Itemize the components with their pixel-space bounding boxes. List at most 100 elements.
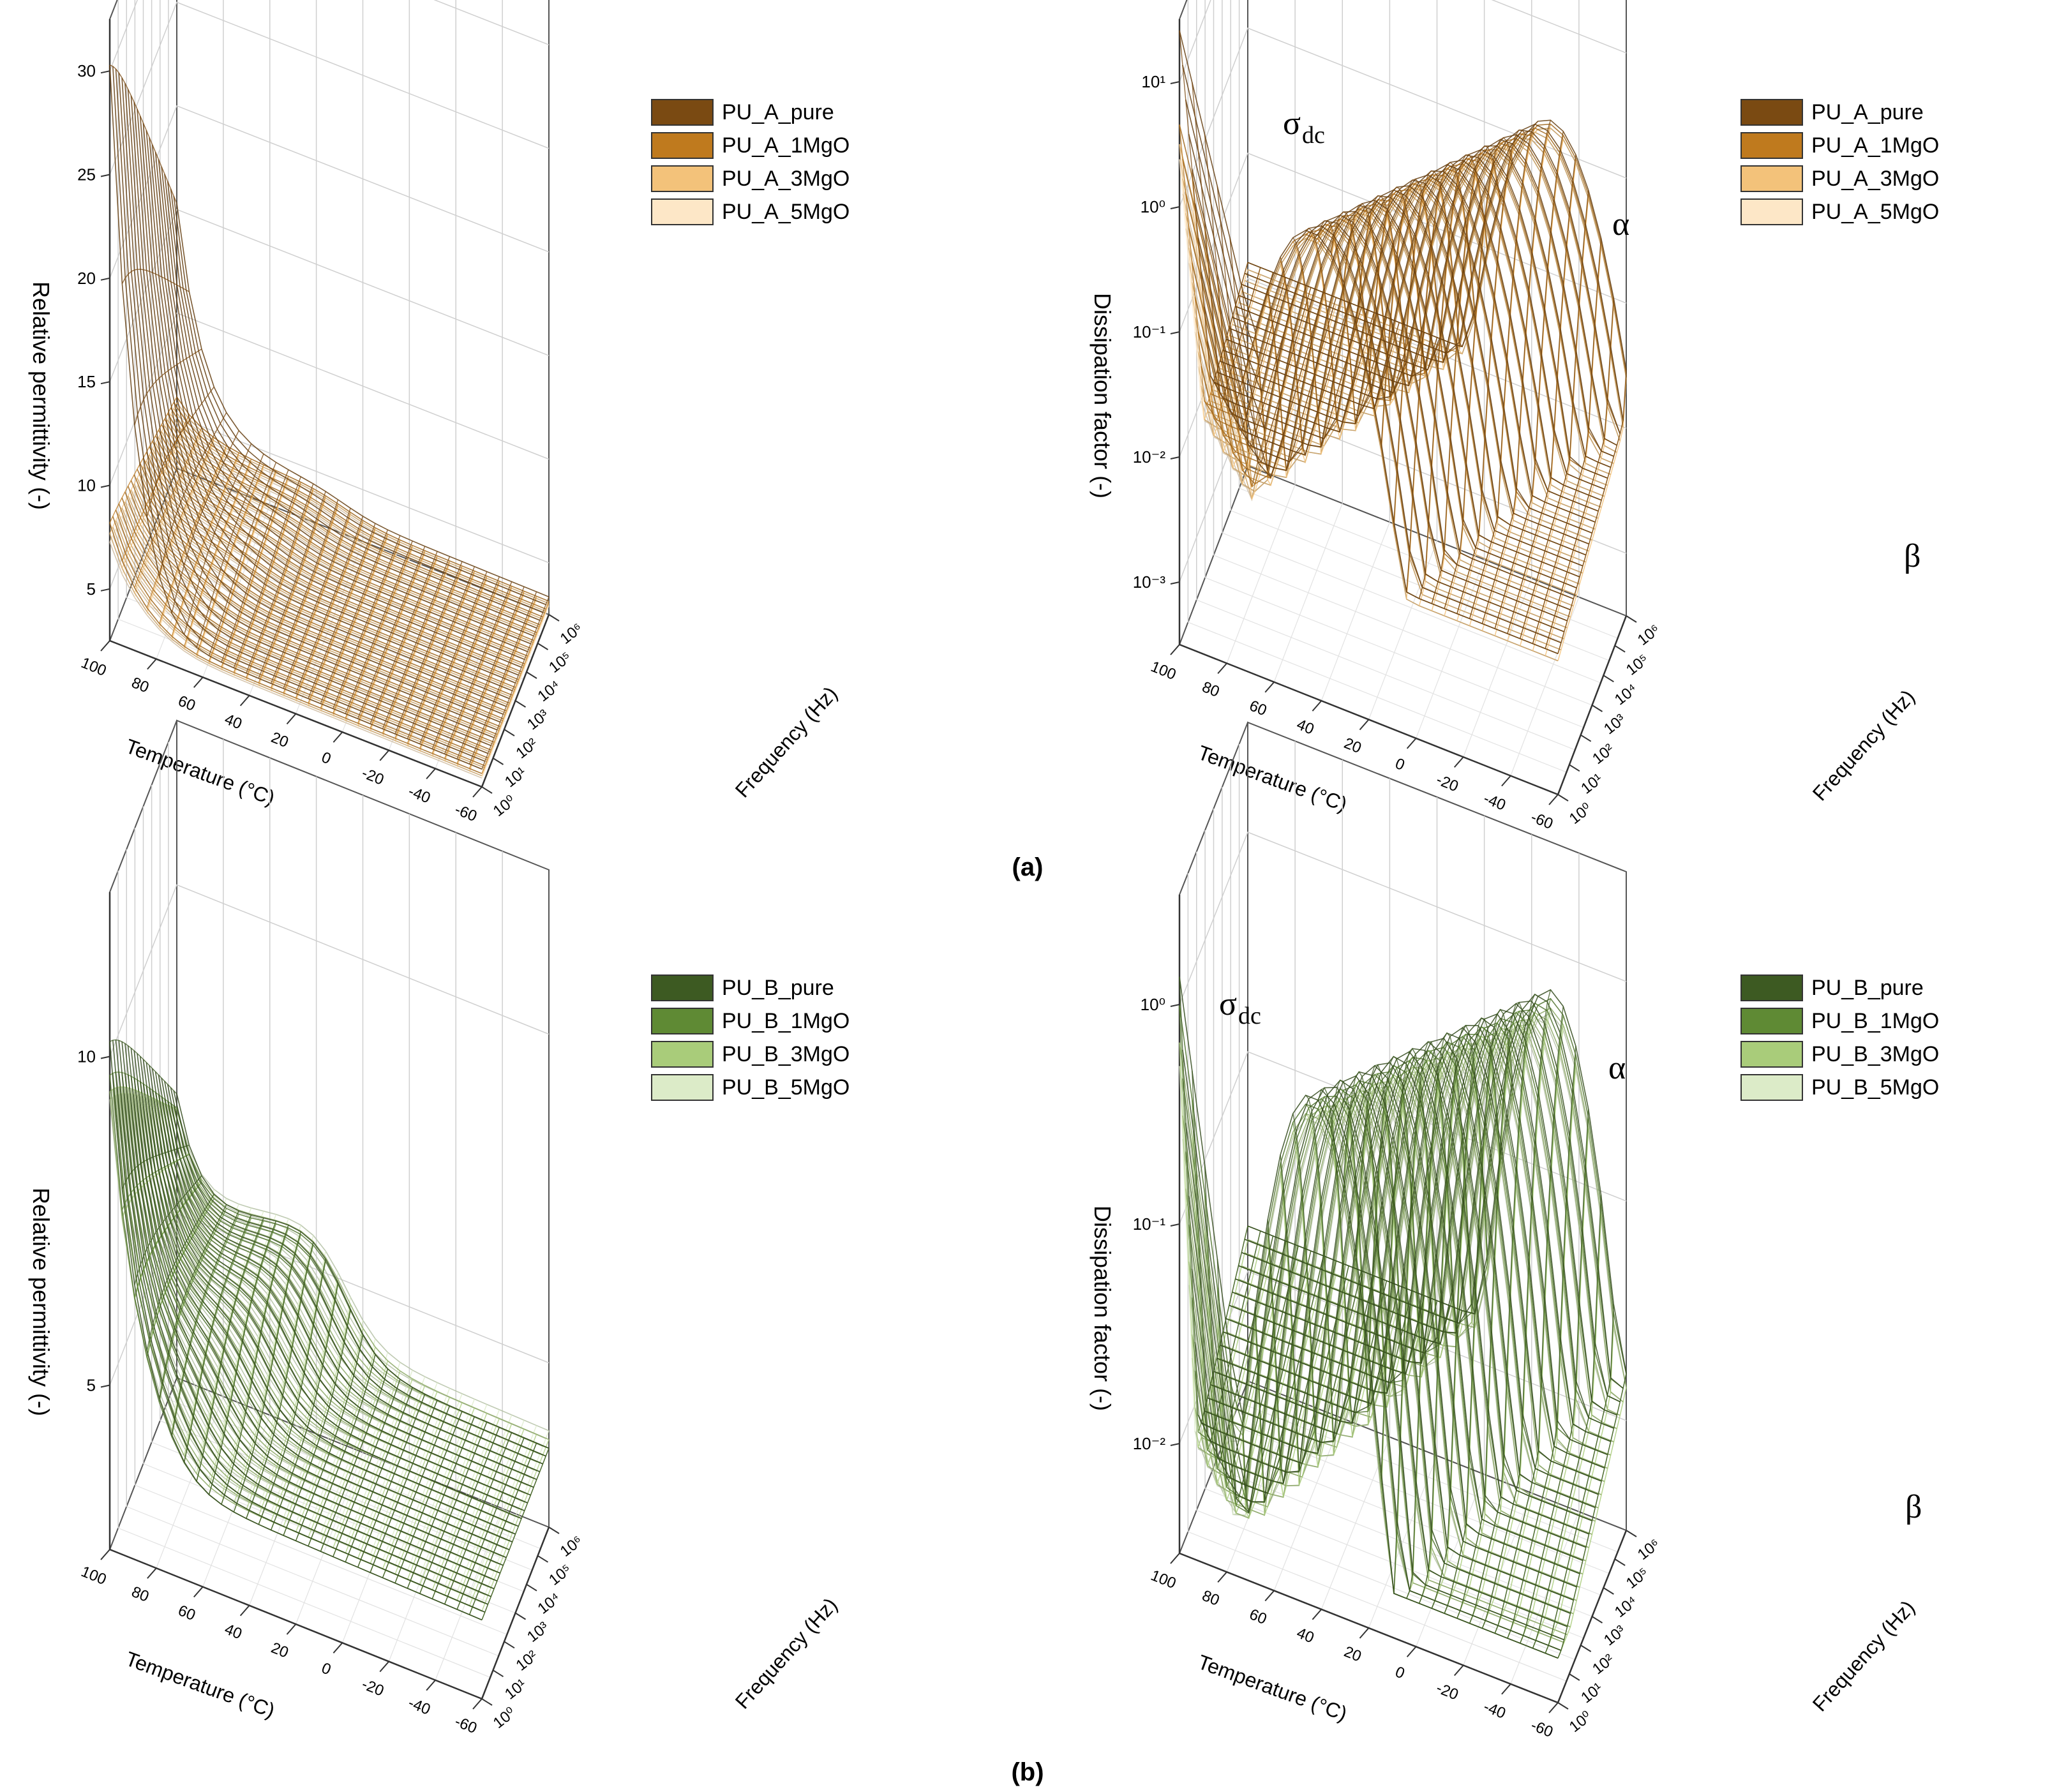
y-tick [1580, 734, 1592, 742]
x-tick [1548, 794, 1559, 805]
y-tick [1591, 1616, 1603, 1624]
legend: PU_A_pure PU_A_1MgO PU_A_3MgO PU_A_5MgO [651, 99, 850, 225]
surface-line [221, 481, 289, 672]
surface-line [333, 539, 401, 713]
surface-line [1557, 370, 1627, 654]
floor-gridline [1239, 1402, 1618, 1553]
surface-line [370, 551, 438, 724]
surface-line [394, 561, 463, 735]
legend-label: PU_A_3MgO [1811, 167, 1939, 191]
x-tick [239, 1605, 250, 1617]
z-tick [1170, 1004, 1180, 1007]
z-tick-label: 25 [77, 165, 96, 184]
surface-line [270, 1282, 339, 1530]
legend-swatch [651, 165, 714, 192]
surface-line [382, 556, 451, 729]
x-tick [1548, 1702, 1559, 1714]
y-tick [1603, 675, 1614, 683]
surface-PU_A_pure [109, 64, 550, 770]
y-tick [526, 671, 537, 679]
surface-line [1494, 131, 1564, 629]
z-tick-label: 10 [77, 1047, 96, 1066]
surface-line [283, 1309, 351, 1536]
annotation-sigma-subscript: dc [1302, 122, 1325, 149]
annotation-beta: β [1905, 1489, 1922, 1525]
surface-line [1418, 154, 1488, 599]
x-tick [1170, 1553, 1180, 1564]
surface-line [345, 1387, 413, 1562]
legend-swatch [651, 198, 714, 225]
surface-line [1418, 1043, 1488, 1604]
surface-line [196, 469, 264, 659]
surface-line [159, 1204, 227, 1399]
surface-line [456, 593, 525, 766]
surface-line [295, 1334, 364, 1541]
surface-line [1418, 1024, 1488, 1604]
surface-line [468, 1442, 537, 1615]
surface-line [146, 1198, 214, 1358]
x-tick [1501, 775, 1511, 787]
y-tick [1614, 645, 1626, 653]
surface-line [283, 514, 351, 696]
surface-line [357, 553, 426, 726]
surface-line [258, 1258, 326, 1525]
surface-line [208, 470, 277, 662]
floor-gridline [143, 1463, 516, 1614]
surface-line [146, 1193, 214, 1351]
surface-line [333, 542, 401, 716]
surface-line [258, 500, 326, 688]
legend-label: PU_A_1MgO [1811, 133, 1939, 158]
legend-label: PU_A_3MgO [722, 167, 850, 191]
surface-line [258, 491, 326, 679]
surface-line [431, 1427, 500, 1599]
x-tick [426, 768, 436, 780]
surface-line [283, 512, 351, 694]
surface-line [345, 541, 413, 714]
surface-PU_A_3MgO [109, 402, 550, 777]
surface-line [1381, 178, 1450, 444]
surface-line [1343, 1071, 1412, 1393]
y-tick [504, 729, 515, 736]
surface-line [1254, 292, 1324, 479]
surface-line [333, 1378, 401, 1557]
y-tick [548, 1527, 560, 1534]
surface-line [357, 546, 426, 719]
surface-line [419, 576, 488, 749]
x-tick [1217, 662, 1227, 675]
surface-line [171, 1214, 239, 1437]
z-tick-label: 10 [77, 476, 96, 495]
y-tick [492, 758, 504, 765]
surface-line [1317, 1087, 1388, 1424]
surface-line [1431, 146, 1501, 604]
wall-gridline [109, 312, 550, 486]
x-tick [1406, 738, 1417, 749]
surface-line [121, 269, 190, 292]
surface-line [1216, 186, 1286, 431]
surface-line [1393, 1041, 1463, 1594]
x-tick [286, 1624, 297, 1635]
surface-line [481, 1448, 550, 1620]
legend-swatch [1740, 132, 1803, 159]
legend-label: PU_B_pure [1811, 976, 1924, 1000]
surface-line [357, 1394, 426, 1568]
surface-line [1292, 237, 1362, 447]
legend: PU_B_pure PU_B_1MgO PU_B_3MgO PU_B_5MgO [1740, 974, 1939, 1101]
floor-gridline [1231, 510, 1610, 661]
floor-gridline [1416, 559, 1485, 739]
annotation-sigma-subscript: dc [1238, 1003, 1261, 1029]
surface-line [1520, 1109, 1589, 1644]
x-tick [426, 1680, 436, 1691]
legend-swatch [1740, 974, 1803, 1001]
surface-line [1456, 1001, 1526, 1619]
z-tick [1170, 206, 1180, 209]
surface-line [171, 430, 239, 613]
surface-line [196, 454, 264, 648]
surface-line [1179, 30, 1248, 384]
surface-line [283, 508, 351, 689]
legend-swatch [1740, 165, 1803, 192]
surface-line [1305, 227, 1375, 432]
z-tick-label: 10⁰ [1141, 995, 1165, 1014]
z-tick-label: 5 [87, 579, 96, 599]
